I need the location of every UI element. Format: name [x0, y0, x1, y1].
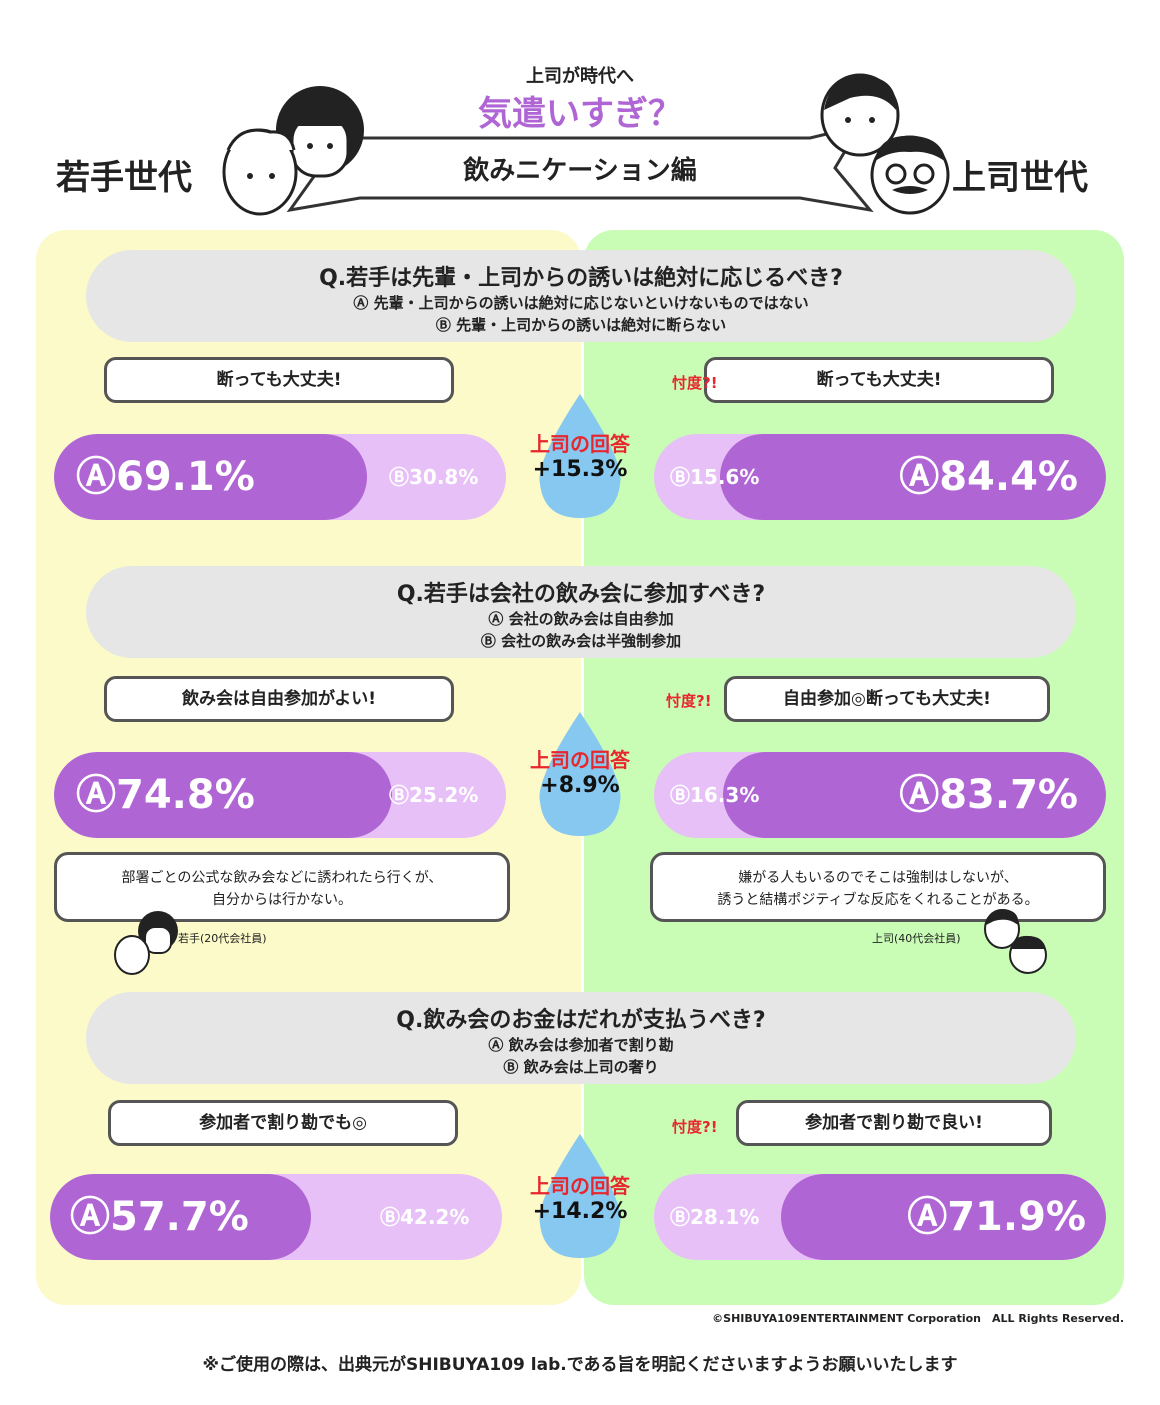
drop-value: +8.9%	[540, 773, 620, 798]
young-speech-bubble: 飲み会は自由参加がよい!	[104, 676, 454, 722]
young-comment: 部署ごとの公式な飲み会などに誘われたら行くが、 自分からは行かない。	[54, 852, 510, 922]
comment-line: 部署ごとの公式な飲み会などに誘われたら行くが、	[121, 870, 443, 886]
comment-line: 嫌がる人もいるのでそこは強制はしないが、	[738, 870, 1018, 886]
option-a: Ⓐ 先輩・上司からの誘いは絶対に応じないといけないものではない	[353, 294, 809, 312]
young-a-value: 69.1%	[116, 454, 255, 500]
option-b: Ⓑ 会社の飲み会は半強制参加	[480, 632, 682, 650]
boss-speech-bubble: 参加者で割り勘で良い!	[736, 1100, 1052, 1146]
boss-characters-icon	[984, 908, 1047, 974]
a-mark: Ⓐ	[899, 772, 940, 818]
boss-bar-a-fill	[723, 752, 1106, 838]
water-drop-icon	[539, 712, 621, 836]
a-mark: Ⓐ	[907, 1194, 948, 1240]
young-bar: Ⓐ74.8% Ⓑ25.2%	[54, 752, 506, 838]
question-3: Q.飲み会のお金はだれが支払うべき? Ⓐ 飲み会は参加者で割り勘 Ⓑ 飲み会は上…	[86, 992, 1076, 1084]
drop-title: 上司の回答	[530, 1174, 630, 1198]
sontaku-label: 忖度?!	[666, 692, 712, 710]
question-title: Q.若手は先輩・上司からの誘いは絶対に応じるべき?	[319, 266, 843, 291]
boss-speech-bubble: 自由参加◎断っても大丈夫!	[724, 676, 1050, 722]
boss-b-value: 15.6%	[690, 465, 760, 489]
boss-commenter: 上司(40代会社員)	[872, 932, 961, 945]
copyright: ©SHIBUYA109ENTERTAINMENT Corporation ALL…	[712, 1312, 1124, 1325]
young-bar: Ⓐ57.7% Ⓑ42.2%	[50, 1174, 502, 1260]
young-bar-a-fill	[54, 434, 367, 520]
option-a: Ⓐ 飲み会は参加者で割り勘	[488, 1036, 674, 1054]
water-drop-icon	[539, 394, 621, 518]
young-speech-bubble: 参加者で割り勘でも◎	[108, 1100, 458, 1146]
comment-line: 誘うと結構ポジティブな反応をくれることがある。	[717, 892, 1039, 908]
boss-a-value: 71.9%	[947, 1194, 1086, 1240]
young-bar-a-fill	[50, 1174, 311, 1260]
question-title: Q.飲み会のお金はだれが支払うべき?	[396, 1008, 766, 1033]
banner-title: 飲みニケーション編	[463, 156, 697, 186]
boss-bar: Ⓑ16.3% Ⓐ83.7%	[654, 752, 1106, 838]
young-b-value: 42.2%	[400, 1205, 470, 1229]
water-drop-icon	[539, 1134, 621, 1258]
b-mark: Ⓑ	[389, 783, 409, 807]
drop-title: 上司の回答	[530, 748, 630, 772]
boss-a-value: 84.4%	[939, 454, 1078, 500]
header-headline: 気遣いすぎ？	[478, 94, 682, 134]
boss-b-value: 28.1%	[690, 1205, 760, 1229]
boss-generation-label: 上司世代	[952, 158, 1088, 198]
young-commenter: 若手(20代会社員)	[178, 932, 267, 945]
a-mark: Ⓐ	[899, 454, 940, 500]
drop-label: 上司の回答 +15.3%	[520, 428, 640, 482]
boss-b-value: 16.3%	[690, 783, 760, 807]
drop-value: +15.3%	[532, 457, 628, 482]
option-a: Ⓐ 会社の飲み会は自由参加	[488, 610, 674, 628]
b-mark: Ⓑ	[380, 1205, 400, 1229]
drop-label: 上司の回答 +14.2%	[520, 1170, 640, 1224]
young-bar: Ⓐ69.1% Ⓑ30.8%	[54, 434, 506, 520]
young-a-value: 74.8%	[116, 772, 255, 818]
boss-bar-a-fill	[781, 1174, 1106, 1260]
b-mark: Ⓑ	[389, 465, 409, 489]
header: 上司が時代へ 気遣いすぎ？ 飲みニケーション編 若手世代 上司世代	[0, 0, 1160, 230]
young-a-value: 57.7%	[110, 1194, 249, 1240]
header-kicker: 上司が時代へ	[526, 66, 634, 87]
boss-bar: Ⓑ28.1% Ⓐ71.9%	[654, 1174, 1106, 1260]
option-b: Ⓑ 先輩・上司からの誘いは絶対に断らない	[435, 316, 727, 334]
sontaku-label: 忖度?!	[672, 374, 718, 392]
sontaku-label: 忖度?!	[672, 1118, 718, 1136]
boss-a-value: 83.7%	[939, 772, 1078, 818]
b-mark: Ⓑ	[670, 465, 690, 489]
b-mark: Ⓑ	[670, 783, 690, 807]
boss-speech-bubble: 断っても大丈夫!	[704, 357, 1054, 403]
boss-bar: Ⓑ15.6% Ⓐ84.4%	[654, 434, 1106, 520]
option-b: Ⓑ 飲み会は上司の奢り	[503, 1058, 659, 1076]
boss-bar-a-fill	[720, 434, 1106, 520]
boss-comment: 嫌がる人もいるのでそこは強制はしないが、 誘うと結構ポジティブな反応をくれること…	[650, 852, 1106, 922]
young-speech-bubble: 断っても大丈夫!	[104, 357, 454, 403]
drop-label: 上司の回答 +8.9%	[520, 744, 640, 798]
b-mark: Ⓑ	[670, 1205, 690, 1229]
young-generation-label: 若手世代	[56, 158, 192, 198]
young-characters-icon	[222, 86, 364, 216]
drop-title: 上司の回答	[530, 432, 630, 456]
boss-characters-icon	[820, 73, 950, 215]
young-characters-icon	[114, 911, 178, 975]
young-b-value: 25.2%	[409, 783, 479, 807]
usage-note: ※ご使用の際は、出典元がSHIBUYA109 lab.である旨を明記くださいます…	[202, 1355, 958, 1375]
comment-line: 自分からは行かない。	[212, 892, 352, 908]
a-mark: Ⓐ	[70, 1194, 110, 1240]
question-2: Q.若手は会社の飲み会に参加すべき? Ⓐ 会社の飲み会は自由参加 Ⓑ 会社の飲み…	[86, 566, 1076, 658]
question-1: Q.若手は先輩・上司からの誘いは絶対に応じるべき? Ⓐ 先輩・上司からの誘いは絶…	[86, 250, 1076, 342]
young-b-value: 30.8%	[409, 465, 479, 489]
drop-value: +14.2%	[532, 1199, 628, 1224]
a-mark: Ⓐ	[76, 454, 116, 500]
young-bar-a-fill	[54, 752, 392, 838]
a-mark: Ⓐ	[76, 772, 116, 818]
question-title: Q.若手は会社の飲み会に参加すべき?	[396, 582, 766, 607]
